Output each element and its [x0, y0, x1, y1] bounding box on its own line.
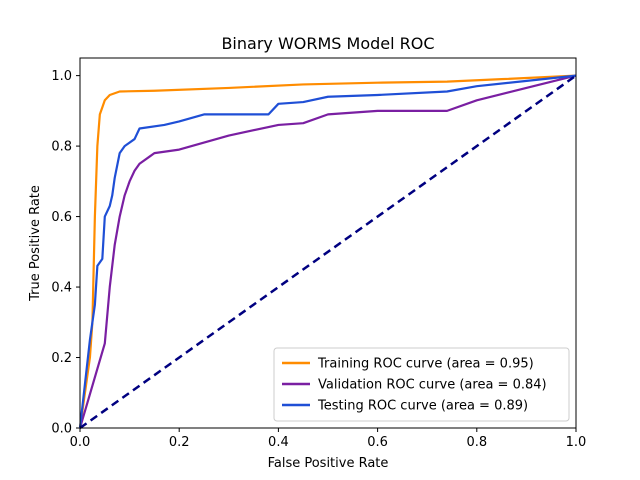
- x-tick-label: 0.4: [268, 435, 289, 450]
- chance-diagonal-line: [79, 74, 577, 430]
- y-axis-label: True Positive Rate: [28, 185, 43, 302]
- validation-roc-line: [78, 74, 577, 429]
- x-axis-ticks: 0.0 0.2 0.4 0.6 0.8 1.0: [70, 428, 587, 450]
- plot-frame: [79, 57, 577, 429]
- y-tick-label: 0.8: [51, 140, 72, 155]
- testing-roc-line: [78, 74, 577, 429]
- y-tick-label: 1.0: [51, 69, 72, 84]
- y-tick-label: 0.2: [51, 351, 72, 366]
- chart-legend: Training ROC curve (area = 0.95) Validati…: [273, 347, 570, 422]
- y-axis-ticks: 0.0 0.2 0.4 0.6 0.8 1.0: [51, 69, 80, 437]
- x-tick-label: 0.2: [169, 435, 190, 450]
- roc-curves: [78, 74, 577, 430]
- x-tick-label: 1.0: [566, 435, 587, 450]
- x-tick-label: 0.0: [70, 435, 91, 450]
- y-tick-label: 0.6: [51, 210, 72, 225]
- legend-label: Training ROC curve (area = 0.95): [317, 357, 534, 372]
- chart-title: Binary WORMS Model ROC: [221, 34, 434, 53]
- legend-box: [273, 347, 570, 422]
- x-tick-label: 0.6: [367, 435, 388, 450]
- x-tick-label: 0.8: [466, 435, 487, 450]
- training-roc-line: [78, 74, 577, 429]
- legend-label: Testing ROC curve (area = 0.89): [317, 399, 528, 414]
- y-tick-label: 0.4: [51, 281, 72, 296]
- legend-label: Validation ROC curve (area = 0.84): [318, 378, 547, 393]
- x-axis-label: False Positive Rate: [268, 456, 389, 471]
- y-tick-label: 0.0: [51, 422, 72, 437]
